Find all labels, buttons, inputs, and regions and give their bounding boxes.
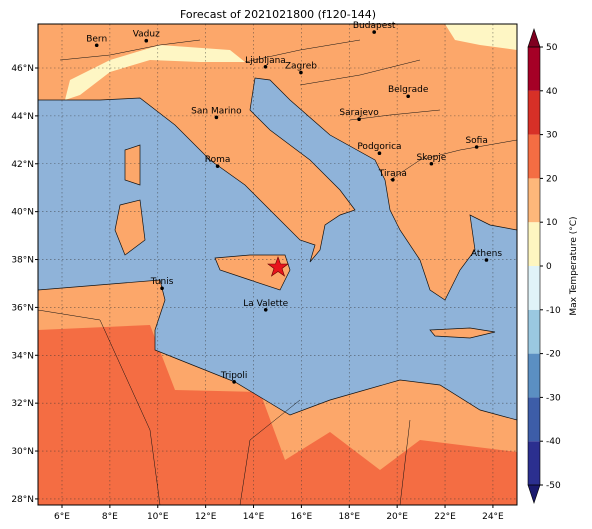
colorbar-tick-label: -50	[546, 481, 561, 491]
colorbar-extend	[527, 484, 541, 504]
map-title: Forecast of 2021021800 (f120-144)	[180, 8, 376, 21]
city-dot	[357, 117, 361, 122]
city-dot	[232, 380, 236, 384]
y-tick-label: 42°N	[11, 160, 34, 170]
city-dot	[214, 115, 219, 120]
city-dot	[144, 38, 149, 43]
city-label: Sofia	[465, 136, 487, 146]
y-tick-label: 32°N	[11, 399, 34, 409]
colorbar-segment	[528, 266, 540, 310]
colorbar-segment	[528, 134, 540, 179]
x-tick-label: 24°E	[482, 512, 504, 522]
colorbar-tick-label: 20	[546, 174, 558, 184]
y-tick-label: 44°N	[11, 112, 34, 122]
y-tick-label: 38°N	[11, 256, 34, 266]
x-tick-label: 20°E	[386, 512, 408, 522]
city-label: Sarajevo	[339, 108, 379, 118]
colorbar-tick-label: 10	[546, 218, 558, 228]
map-area	[38, 24, 517, 505]
cool-region	[445, 24, 517, 50]
y-tick-label: 36°N	[11, 303, 34, 313]
x-tick-label: 12°E	[195, 512, 217, 522]
grid: 6°E 8°E 10°E 12°E 14°E 16°E 18°E 20°E 22°E 24°E 28…	[11, 24, 517, 522]
colorbar-segment	[528, 47, 540, 91]
city-label: Tunis	[150, 277, 174, 287]
city-dot	[474, 145, 479, 149]
city-label: Zagreb	[285, 62, 317, 72]
x-tick-label: 8°E	[102, 512, 118, 522]
x-tick-label: 14°E	[243, 512, 265, 522]
sea	[38, 77, 517, 421]
city-label: Ljubljana	[245, 56, 286, 66]
city-label: Podgorica	[357, 142, 401, 152]
colorbar-segment	[528, 178, 540, 223]
colorbar-tick-label: -20	[546, 350, 561, 360]
y-tick-label: 46°N	[11, 64, 34, 74]
crete	[429, 327, 496, 339]
city-dot	[263, 307, 268, 312]
y-tick-label: 28°N	[11, 495, 34, 505]
colorbar-tick-label: -10	[546, 306, 561, 316]
x-tick-label: 10°E	[147, 512, 169, 522]
colorbar-segment	[528, 397, 540, 442]
city-dot	[299, 70, 303, 75]
x-tick-label: 22°E	[434, 512, 456, 522]
city-label: San Marino	[191, 106, 242, 116]
colorbar-tick-label: 50	[546, 43, 558, 53]
border	[38, 39, 517, 505]
colorbar-segment	[528, 222, 540, 266]
colorbar-segment	[528, 441, 540, 485]
colorbar: -50 -40 -30 -20 -10 0 10 20 30 40 50	[527, 28, 561, 504]
colorbar-extend	[527, 28, 541, 48]
city-dot	[484, 258, 489, 262]
colorbar-label: Max Temperature (°C)	[569, 216, 579, 315]
x-tick-label: 18°E	[338, 512, 360, 522]
city-label: Bern	[86, 34, 107, 44]
city-dot	[406, 94, 410, 99]
city-label: Vaduz	[133, 30, 160, 40]
corsica	[124, 144, 141, 186]
sardinia	[114, 199, 146, 256]
colorbar-tick-label: -30	[546, 393, 561, 403]
y-tick-label: 40°N	[11, 208, 34, 218]
city-label: Roma	[205, 155, 231, 165]
colorbar-tick-label: 0	[546, 262, 552, 272]
city-label: Tripoli	[220, 371, 248, 381]
city-dot	[429, 161, 434, 166]
city-label: Skopje	[416, 153, 446, 163]
city-dot	[263, 65, 268, 69]
city-dot	[215, 164, 220, 168]
city-dot	[94, 43, 99, 48]
x-tick-label: 16°E	[291, 512, 313, 522]
city-label: Belgrade	[388, 85, 429, 95]
map-frame	[37, 23, 518, 506]
x-tick-label: 6°E	[54, 512, 70, 522]
colorbar-tick-label: -40	[546, 437, 561, 447]
city-dot	[160, 286, 164, 291]
city-dot	[372, 30, 376, 34]
city-label: La Valette	[243, 299, 288, 309]
city-label: Tirana	[378, 169, 407, 179]
colorbar-segment	[528, 309, 540, 354]
location-star	[267, 256, 289, 277]
city-label: Athens	[471, 249, 502, 259]
city-dot	[391, 177, 395, 182]
city-dot	[377, 151, 382, 156]
cool-region	[65, 45, 245, 100]
colorbar-segment	[528, 353, 540, 398]
y-tick-label: 30°N	[11, 447, 34, 457]
colorbar-tick-label: 30	[546, 131, 558, 141]
colorbar-tick-label: 40	[546, 87, 558, 97]
city-label: Budapest	[353, 21, 396, 31]
y-tick-label: 34°N	[11, 351, 34, 361]
colorbar-segment	[528, 90, 540, 135]
